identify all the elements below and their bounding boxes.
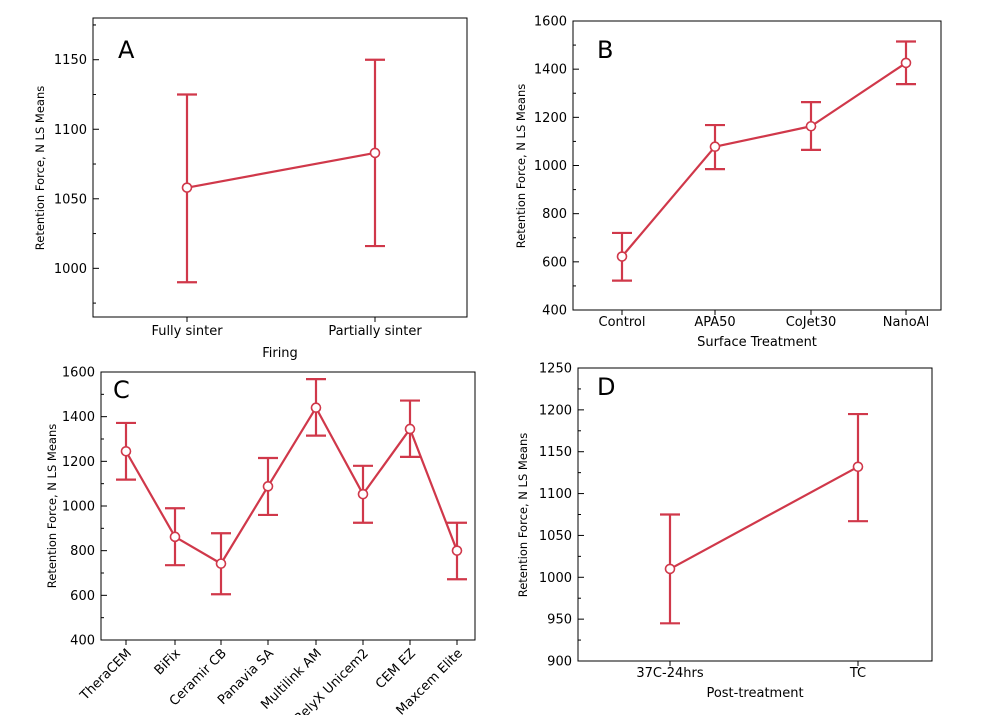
y-tick-label: 1600: [62, 366, 95, 381]
y-tick-label: 1050: [539, 529, 572, 544]
x-tick-label: Control: [599, 315, 646, 330]
y-tick-label: 900: [547, 655, 572, 670]
y-tick-label: 600: [542, 255, 567, 270]
data-point: [709, 141, 721, 153]
data-point: [120, 445, 132, 457]
data-point: [215, 558, 227, 569]
panel-letter: A: [118, 36, 135, 64]
x-tick-label: BiFix: [152, 646, 184, 678]
x-tick-label: TC: [849, 666, 866, 681]
y-tick-label: 950: [547, 613, 572, 628]
x-tick-label: CoJet30: [786, 315, 837, 330]
data-point: [369, 147, 381, 159]
panel-letter: B: [597, 36, 613, 64]
x-axis-label: Surface Treatment: [697, 335, 817, 350]
x-tick-label: Fully sinter: [151, 324, 223, 339]
y-tick-label: 1400: [534, 63, 567, 78]
panel-letter: D: [597, 373, 615, 401]
data-point: [664, 563, 676, 575]
data-point: [852, 461, 864, 473]
x-tick-label: Partially sinter: [328, 324, 422, 339]
y-tick-label: 1200: [539, 403, 572, 418]
series-line: [186, 151, 376, 189]
y-tick-label: 1200: [62, 455, 95, 470]
data-point: [169, 531, 181, 543]
data-point: [181, 182, 193, 193]
y-tick-label: 600: [70, 589, 95, 604]
y-tick-label: 800: [542, 207, 567, 222]
data-point: [900, 57, 912, 69]
data-point: [805, 120, 817, 132]
y-tick-label: 1000: [534, 159, 567, 174]
y-tick-label: 1000: [62, 500, 95, 515]
plot-frame: [577, 367, 933, 662]
y-tick-label: 1100: [539, 487, 572, 502]
x-tick-label: 37C-24hrs: [636, 666, 703, 681]
y-tick-label: 1050: [54, 192, 87, 207]
y-tick-label: 400: [70, 634, 95, 649]
x-tick-label: APA50: [694, 315, 735, 330]
y-axis-label: Retention Force, N LS Means: [45, 424, 59, 588]
y-tick-label: 1150: [54, 53, 87, 68]
y-tick-label: 1200: [534, 111, 567, 126]
plot-frame: [92, 17, 468, 318]
data-point: [404, 423, 416, 435]
y-tick-label: 800: [70, 544, 95, 559]
y-axis-label: Retention Force, N LS Means: [33, 86, 47, 250]
data-point: [357, 488, 369, 500]
y-axis-label: Retention Force, N LS Means: [516, 433, 530, 597]
x-tick-label: CEM EZ: [373, 646, 419, 692]
series-line: [621, 61, 907, 258]
series-line: [669, 465, 859, 570]
x-axis-label: Firing: [262, 346, 298, 361]
y-tick-label: 1000: [54, 262, 87, 277]
y-tick-label: 1000: [539, 571, 572, 586]
data-point: [262, 481, 274, 492]
y-axis-label: Retention Force, N LS Means: [514, 84, 528, 248]
x-axis-label: Post-treatment: [706, 686, 803, 701]
y-tick-label: 1400: [62, 410, 95, 425]
data-point: [451, 545, 463, 556]
panel-letter: C: [113, 376, 130, 404]
y-tick-label: 1250: [539, 362, 572, 377]
chart-panel-b: 400 600 800 1000 1200 1400 1600 Control APA50 CoJ…: [514, 15, 942, 350]
y-tick-label: 1100: [54, 123, 87, 138]
data-point: [616, 251, 628, 262]
y-tick-label: 1600: [534, 15, 567, 30]
series-line: [125, 406, 459, 565]
chart-panel-a: 1000 1050 1100 1150 Fully sinter Partially si…: [33, 17, 468, 361]
y-tick-label: 400: [542, 304, 567, 319]
x-tick-label: TheraCEM: [77, 646, 135, 704]
y-tick-label: 1150: [539, 445, 572, 460]
chart-panel-d: 900 950 1000 1050 1100 1150 1200 1250 37C-24hrs T…: [516, 362, 933, 701]
x-tick-label: NanoAl: [883, 315, 929, 330]
plot-frame: [572, 20, 942, 311]
data-point: [310, 402, 322, 414]
